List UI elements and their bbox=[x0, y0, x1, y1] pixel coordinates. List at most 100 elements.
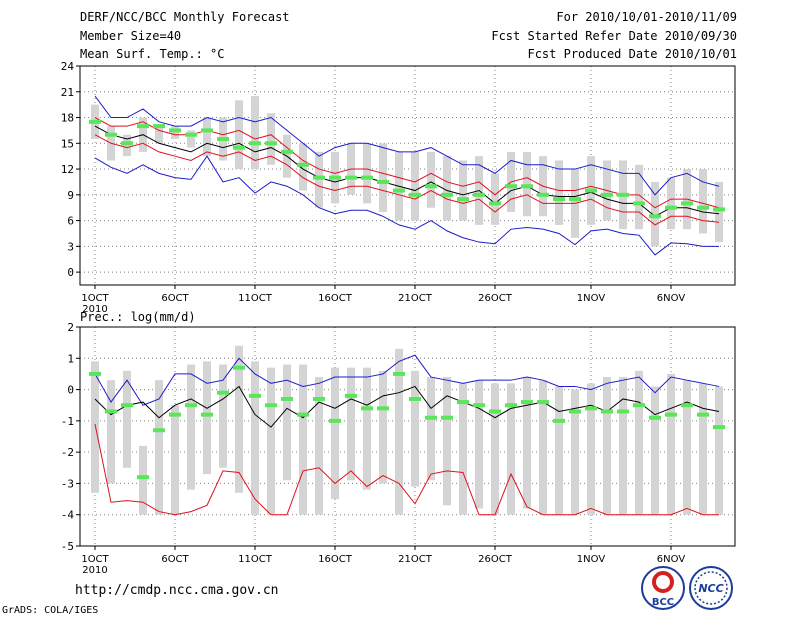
y-tick-label: 18 bbox=[61, 112, 74, 125]
spread-box bbox=[523, 151, 531, 217]
spread-box bbox=[235, 345, 243, 493]
spread-box bbox=[187, 364, 195, 490]
plot-frame bbox=[79, 65, 736, 286]
spread-box bbox=[107, 380, 115, 484]
mean-marker bbox=[153, 428, 165, 433]
mean-marker bbox=[713, 207, 725, 212]
mean-marker bbox=[185, 403, 197, 408]
y-tick-label: 12 bbox=[61, 163, 74, 176]
mean-marker bbox=[569, 197, 581, 202]
spread-box bbox=[363, 143, 371, 204]
y-tick-label: -4 bbox=[61, 509, 75, 522]
mean-marker bbox=[329, 175, 341, 180]
median-line bbox=[94, 385, 720, 428]
x-tick-label: 6NOV bbox=[657, 293, 686, 304]
spread-box bbox=[667, 373, 675, 515]
mean-marker bbox=[537, 192, 549, 197]
mean-marker bbox=[505, 403, 517, 408]
ncc-logo: NCC bbox=[689, 566, 733, 610]
spread-box bbox=[123, 370, 131, 468]
y-tick-label: 3 bbox=[67, 240, 74, 253]
mean-marker bbox=[265, 141, 277, 146]
mean-marker bbox=[665, 412, 677, 417]
mean-marker bbox=[649, 415, 661, 420]
spread-box bbox=[715, 386, 723, 515]
spread-box bbox=[667, 177, 675, 230]
mean-marker bbox=[89, 119, 101, 124]
spread-box bbox=[155, 380, 163, 515]
spread-box bbox=[443, 156, 451, 221]
spread-box bbox=[203, 361, 211, 475]
mean-marker bbox=[217, 137, 229, 141]
footer-url[interactable]: http://cmdp.ncc.cma.gov.cn bbox=[75, 583, 279, 598]
spread-box bbox=[427, 151, 435, 208]
x-tick-label: 6NOV bbox=[657, 554, 686, 565]
spread-box bbox=[235, 100, 243, 170]
mean-marker bbox=[473, 192, 485, 197]
mean-marker bbox=[505, 184, 517, 189]
mean-marker bbox=[281, 396, 293, 401]
mean-marker bbox=[377, 406, 389, 411]
spread-box bbox=[411, 370, 419, 487]
spread-box bbox=[635, 370, 643, 515]
bcc-logo: BCC bbox=[641, 566, 685, 610]
spread-box bbox=[395, 348, 403, 515]
spread-box bbox=[91, 361, 99, 493]
spread-box bbox=[171, 405, 179, 515]
y-tick-label: 24 bbox=[61, 60, 75, 73]
mean-marker bbox=[553, 197, 565, 202]
spread-box bbox=[267, 113, 275, 165]
panel-title: Prec.: log(mm/d) bbox=[80, 310, 196, 324]
median-line bbox=[94, 125, 720, 217]
spread-box bbox=[699, 383, 707, 515]
plot-frame bbox=[79, 326, 736, 547]
spread-box bbox=[459, 160, 467, 221]
chart-title: DERF/NCC/BCC Monthly Forecast bbox=[80, 10, 290, 24]
upper-quartile-line bbox=[94, 423, 719, 516]
mean-marker bbox=[297, 162, 309, 167]
x-tick-label: 1NOV bbox=[577, 554, 606, 565]
spread-box bbox=[251, 96, 259, 170]
member-size: Member Size=40 bbox=[80, 29, 182, 43]
lower-quartile-line bbox=[94, 134, 720, 226]
fcst-started-date: Fcst Started Refer Date 2010/09/30 bbox=[491, 29, 737, 43]
mean-marker bbox=[201, 412, 213, 417]
mean-marker bbox=[345, 393, 357, 398]
mean-marker bbox=[137, 475, 149, 480]
y-tick-label: 1 bbox=[67, 352, 74, 365]
mean-marker bbox=[713, 425, 725, 430]
x-tick-label: 1NOV bbox=[577, 293, 606, 304]
spread-box bbox=[347, 367, 355, 481]
x-tick-label: 6OCT bbox=[161, 293, 189, 304]
mean-marker bbox=[185, 132, 197, 137]
mean-marker bbox=[393, 371, 405, 376]
y-tick-label: -3 bbox=[61, 477, 74, 490]
spread-box bbox=[299, 143, 307, 191]
mean-marker bbox=[553, 418, 565, 423]
mean-marker bbox=[313, 396, 325, 401]
mean-marker bbox=[697, 412, 709, 417]
spread-box bbox=[443, 377, 451, 506]
mean-marker bbox=[281, 149, 293, 154]
spread-box bbox=[203, 117, 211, 157]
mean-marker bbox=[441, 415, 453, 420]
fcst-produced-date: Fcst Produced Date 2010/10/01 bbox=[527, 47, 737, 61]
spread-box bbox=[219, 364, 227, 468]
spread-box bbox=[379, 143, 387, 212]
spread-box bbox=[715, 181, 723, 243]
mean-marker bbox=[153, 124, 165, 129]
mean-marker bbox=[633, 201, 645, 206]
spread-box bbox=[539, 380, 547, 515]
x-tick-label: 11OCT bbox=[238, 554, 273, 565]
spread-box bbox=[603, 377, 611, 515]
mean-marker bbox=[265, 403, 277, 408]
spread-box bbox=[379, 370, 387, 484]
mean-marker bbox=[601, 192, 613, 197]
mean-marker bbox=[537, 400, 549, 405]
x-tick-label: 1OCT bbox=[81, 554, 109, 565]
mean-marker bbox=[233, 145, 245, 150]
mean-marker bbox=[665, 205, 677, 210]
mean-marker bbox=[249, 141, 261, 146]
